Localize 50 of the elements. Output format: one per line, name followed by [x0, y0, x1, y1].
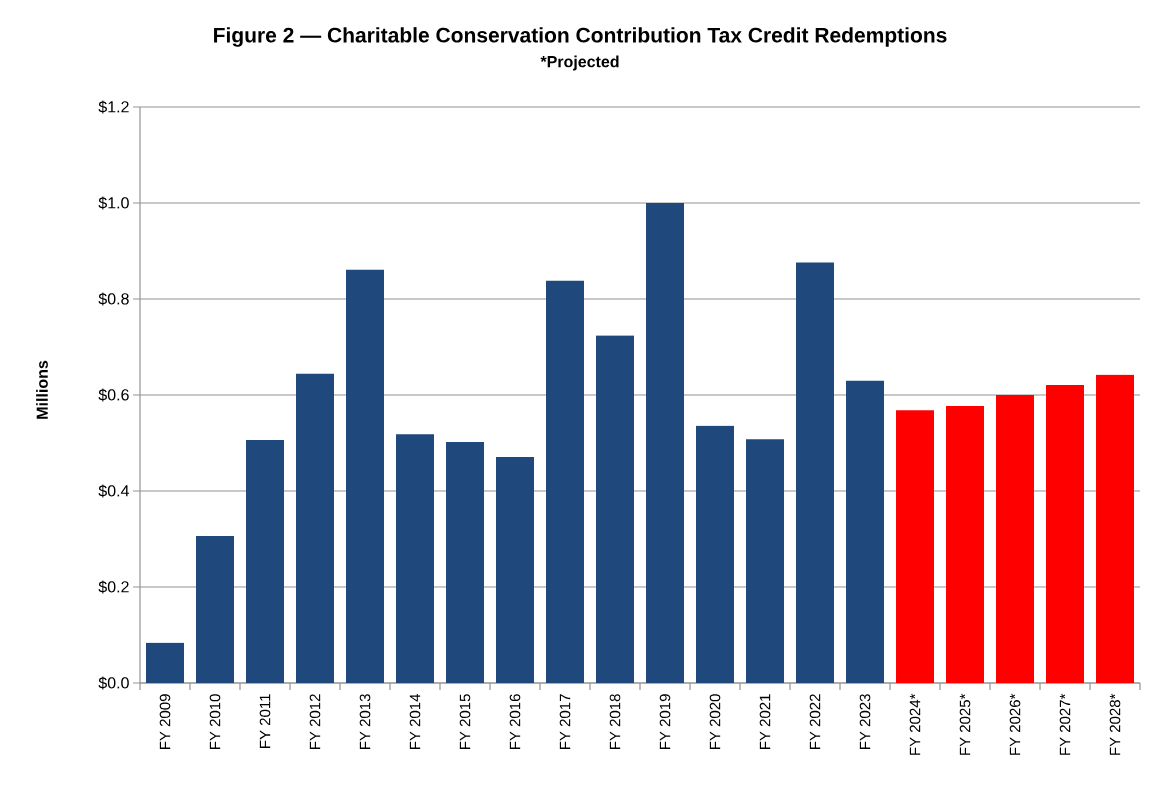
x-tick-label: FY 2028*	[1109, 693, 1121, 755]
bar	[896, 410, 935, 683]
bar	[546, 280, 585, 683]
y-tick-label: $0.2	[98, 580, 129, 594]
x-tick-label: FY 2015	[459, 694, 471, 750]
x-tick-label: FY 2020	[709, 694, 721, 750]
bar	[1096, 374, 1135, 683]
bar	[346, 269, 385, 683]
x-tick-label: FY 2013	[359, 694, 371, 750]
x-tick-label: FY 2027*	[1059, 693, 1071, 755]
x-tick-label: FY 2010	[209, 694, 221, 750]
bar	[146, 642, 184, 683]
x-tick-label: FY 2026*	[1009, 693, 1021, 755]
bar	[196, 536, 235, 683]
y-tick-label: $1.0	[98, 196, 129, 210]
x-tick-label: FY 2025*	[959, 693, 971, 755]
bar	[646, 203, 685, 683]
x-tick-label: FY 2014	[409, 693, 421, 750]
x-tick-label: FY 2023	[859, 694, 871, 750]
x-tick-label: FY 2022	[809, 694, 821, 750]
x-tick-label: FY 2011	[259, 694, 271, 748]
y-tick-label: $0.0	[98, 676, 129, 690]
x-tick-label: FY 2021	[759, 694, 771, 750]
bar	[696, 425, 735, 683]
y-tick-label: $0.6	[98, 388, 129, 402]
x-tick-label: FY 2019	[659, 694, 671, 750]
chart-subtitle: *Projected	[540, 55, 619, 71]
x-tick-label: FY 2009	[159, 694, 171, 750]
x-tick-label: FY 2018	[609, 694, 621, 750]
bar	[846, 380, 885, 683]
x-tick-label: FY 2017	[559, 694, 571, 750]
x-tick-label: FY 2012	[309, 694, 321, 750]
bar	[446, 442, 485, 683]
y-tick-label: $0.4	[98, 484, 129, 498]
y-tick-label: $0.8	[98, 292, 129, 306]
bar	[596, 335, 635, 683]
bar	[946, 406, 985, 683]
x-tick-label: FY 2016	[509, 694, 521, 750]
bar	[746, 439, 785, 683]
y-tick-label: $1.2	[98, 100, 129, 114]
bar	[996, 395, 1035, 683]
bar	[296, 373, 334, 683]
bar	[1046, 384, 1085, 683]
bar	[396, 434, 435, 683]
bar	[496, 456, 535, 683]
bar	[246, 440, 284, 683]
y-axis-title: Millions	[36, 360, 48, 419]
chart-title: Figure 2 — Charitable Conservation Contribution Tax Credit Redemptions	[214, 27, 947, 47]
bar	[796, 262, 835, 683]
x-tick-label: FY 2024*	[909, 693, 921, 755]
